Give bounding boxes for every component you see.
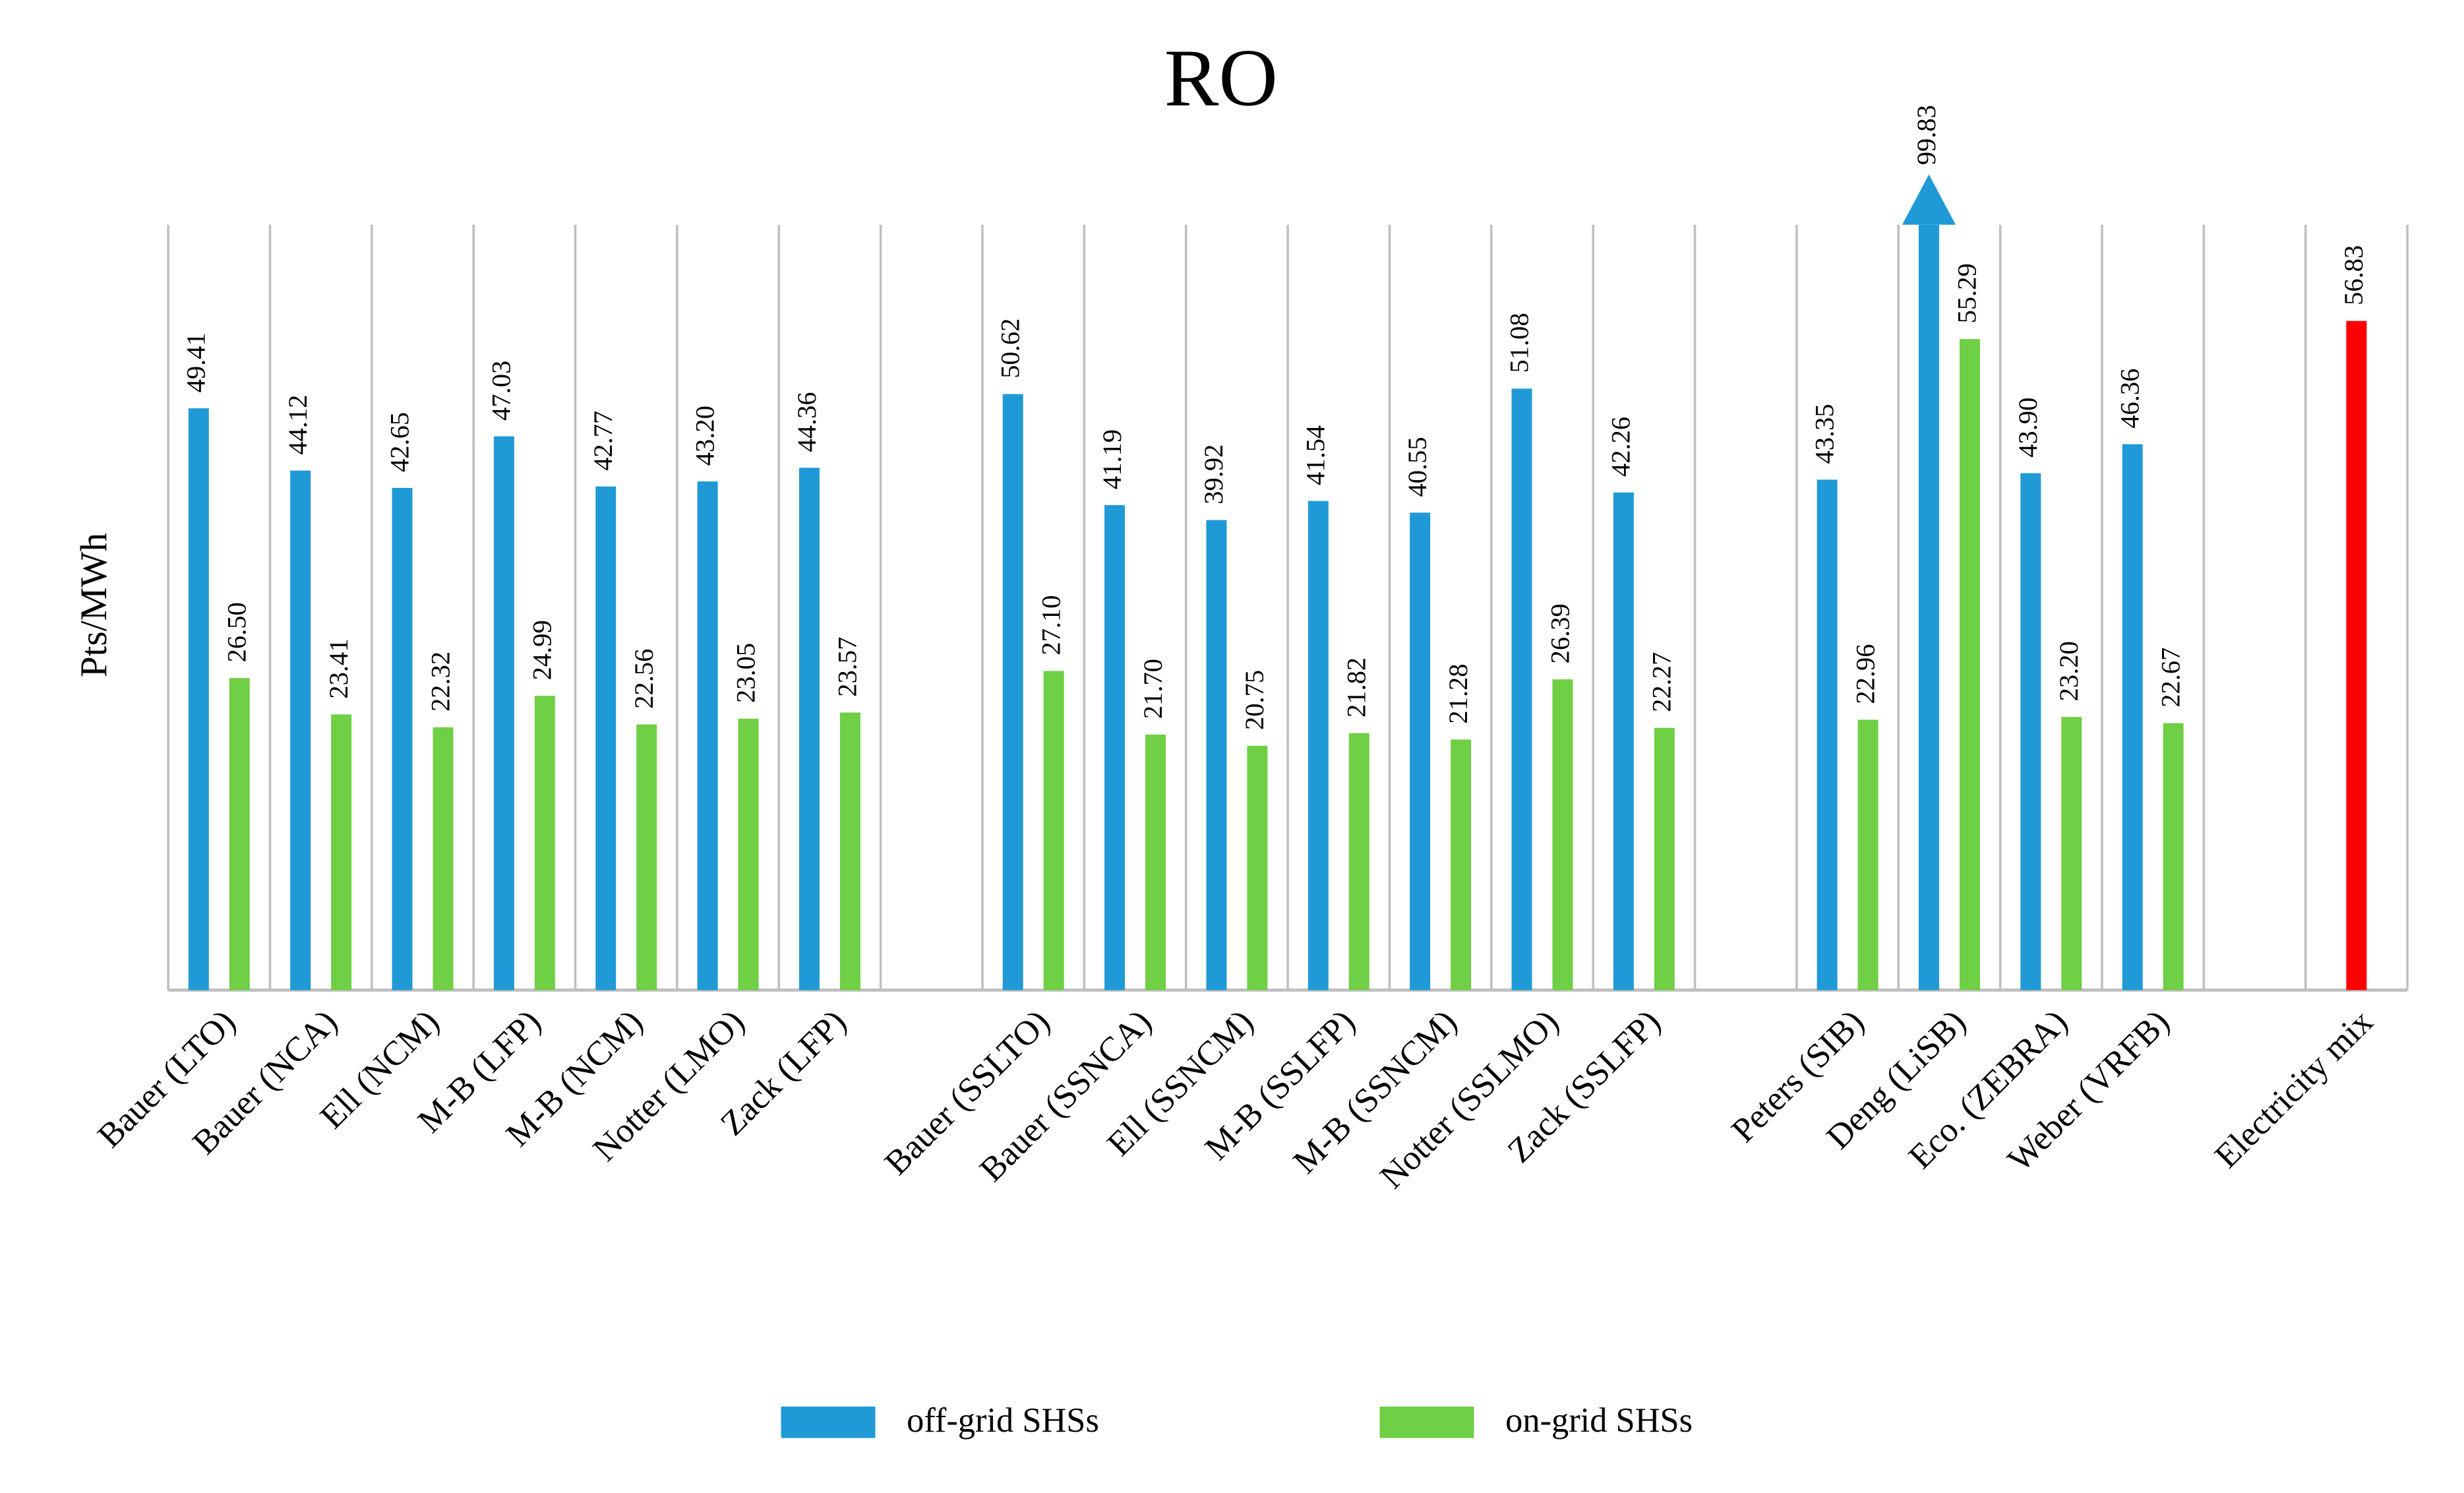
data-label: 40.55 bbox=[1402, 437, 1432, 497]
bar bbox=[1410, 512, 1431, 990]
bar bbox=[2163, 723, 2184, 990]
bar bbox=[697, 481, 718, 990]
data-label: 42.77 bbox=[588, 411, 618, 471]
data-label: 23.20 bbox=[2054, 641, 2084, 701]
bar bbox=[798, 468, 820, 990]
data-label: 44.12 bbox=[283, 395, 313, 455]
y-axis-label: Pts/MWh bbox=[73, 533, 115, 677]
data-label: 21.70 bbox=[1138, 659, 1168, 719]
bar bbox=[392, 487, 413, 990]
bar bbox=[493, 436, 514, 990]
bar bbox=[1043, 671, 1064, 990]
bar bbox=[1145, 734, 1166, 990]
data-label: 43.90 bbox=[2013, 398, 2043, 458]
bar bbox=[1307, 501, 1329, 990]
bar bbox=[1613, 492, 1634, 990]
data-label: 20.75 bbox=[1240, 670, 1269, 730]
data-label: 22.27 bbox=[1647, 652, 1677, 712]
bar bbox=[2061, 717, 2082, 990]
data-label: 43.20 bbox=[690, 406, 719, 466]
bar bbox=[1002, 394, 1023, 990]
bar bbox=[2020, 473, 2041, 990]
legend-swatch bbox=[781, 1406, 876, 1438]
bar bbox=[534, 696, 555, 990]
legend-swatch bbox=[1379, 1406, 1474, 1438]
data-label: 51.08 bbox=[1504, 313, 1534, 373]
chart-title: RO bbox=[1164, 33, 1278, 123]
data-label: 44.36 bbox=[792, 392, 822, 452]
bar bbox=[1857, 719, 1878, 990]
legend-label: off-grid SHSs bbox=[907, 1401, 1099, 1440]
data-label: 50.62 bbox=[996, 319, 1025, 379]
data-label: 22.96 bbox=[1850, 644, 1880, 704]
data-label: 22.56 bbox=[629, 649, 659, 709]
data-label: 41.19 bbox=[1097, 429, 1127, 489]
data-label: 55.29 bbox=[1952, 263, 1982, 323]
data-label: 42.65 bbox=[384, 412, 414, 472]
data-label: 43.35 bbox=[1809, 404, 1839, 464]
bar bbox=[290, 470, 311, 990]
bar bbox=[1247, 745, 1268, 990]
bar bbox=[839, 712, 860, 990]
bar bbox=[595, 486, 616, 990]
bar bbox=[1959, 339, 1980, 990]
data-label: 49.41 bbox=[181, 332, 211, 392]
data-label: 46.36 bbox=[2115, 369, 2145, 429]
data-label: 39.92 bbox=[1199, 444, 1228, 504]
bar bbox=[1918, 224, 1939, 990]
data-label: 26.39 bbox=[1545, 603, 1575, 663]
data-label: 47.03 bbox=[487, 361, 516, 421]
legend-label: on-grid SHSs bbox=[1505, 1401, 1693, 1440]
bar bbox=[229, 678, 250, 990]
overflow-arrow bbox=[1902, 174, 1956, 225]
data-label: 23.57 bbox=[833, 637, 862, 697]
data-label: 27.10 bbox=[1036, 595, 1066, 655]
bar bbox=[1511, 388, 1532, 990]
bar bbox=[1451, 739, 1472, 990]
data-label: 41.54 bbox=[1301, 425, 1331, 485]
bar bbox=[2122, 444, 2143, 990]
x-tick-label: Notter (SSLMO) bbox=[1373, 1002, 1566, 1196]
data-label: 22.32 bbox=[425, 652, 455, 712]
bar bbox=[1654, 727, 1675, 990]
data-label: 21.28 bbox=[1443, 663, 1473, 723]
bar bbox=[433, 727, 454, 990]
data-label: 26.50 bbox=[222, 602, 252, 662]
x-tick-label: Electricity mix bbox=[2208, 1002, 2380, 1175]
data-label: 24.99 bbox=[527, 620, 557, 680]
bar bbox=[188, 408, 209, 990]
data-label: 99.83 bbox=[1911, 105, 1941, 165]
bar bbox=[636, 724, 657, 990]
bar bbox=[1206, 520, 1227, 990]
bar bbox=[1348, 733, 1369, 990]
data-label: 56.83 bbox=[2339, 245, 2368, 305]
bar bbox=[1817, 479, 1838, 990]
bar bbox=[1104, 504, 1126, 990]
data-label: 22.67 bbox=[2155, 648, 2185, 708]
bar bbox=[738, 718, 759, 990]
data-label: 42.26 bbox=[1606, 417, 1636, 477]
bar bbox=[2346, 320, 2367, 990]
bar bbox=[331, 714, 352, 990]
bar bbox=[1552, 679, 1573, 990]
x-tick-label: Bauer (SSNCA) bbox=[973, 1002, 1159, 1189]
data-label: 23.05 bbox=[731, 643, 760, 703]
data-label: 21.82 bbox=[1342, 657, 1371, 717]
data-label: 23.41 bbox=[324, 638, 353, 698]
